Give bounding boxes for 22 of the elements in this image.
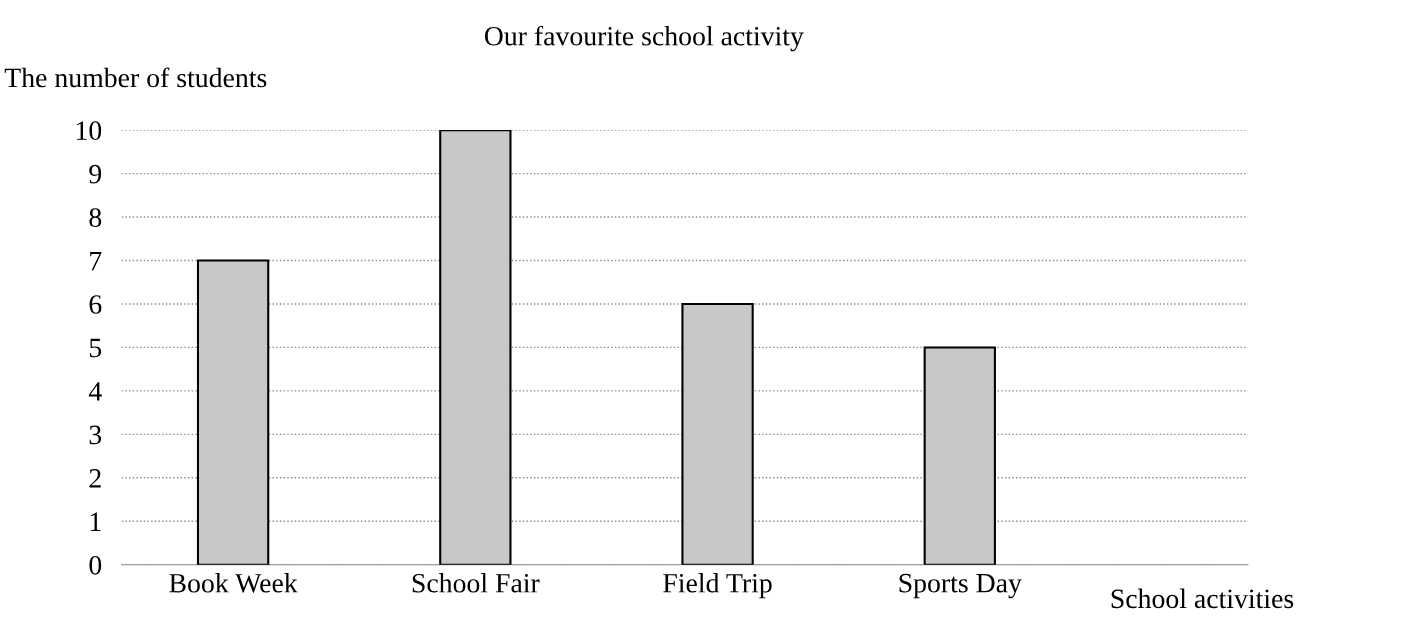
chart-title: Our favourite school activity <box>484 25 804 52</box>
x-tick-label: Field Trip <box>663 573 772 599</box>
y-tick-label: 2 <box>89 469 101 488</box>
bar <box>923 346 996 565</box>
y-tick-label: 1 <box>90 512 101 531</box>
x-axis-title: School activities <box>1111 588 1294 609</box>
x-tick-label: Sports Day <box>899 573 1022 599</box>
y-tick-label: 8 <box>89 208 102 227</box>
y-tick-label: 10 <box>76 121 102 141</box>
y-tick-label: 5 <box>89 338 102 358</box>
y-tick-label: 6 <box>89 295 102 314</box>
y-tick-label: 4 <box>88 382 102 401</box>
bar <box>196 259 270 565</box>
y-tick-label: 3 <box>89 425 102 445</box>
x-tick-label: School Fair <box>412 573 540 593</box>
y-axis-title: The number of students <box>4 67 267 88</box>
bar <box>439 130 512 565</box>
y-tick-label: 0 <box>89 555 102 575</box>
x-tick-label: Book Week <box>169 573 298 593</box>
bar <box>681 302 754 565</box>
y-tick-label: 9 <box>89 164 102 184</box>
y-tick-label: 7 <box>90 251 102 271</box>
